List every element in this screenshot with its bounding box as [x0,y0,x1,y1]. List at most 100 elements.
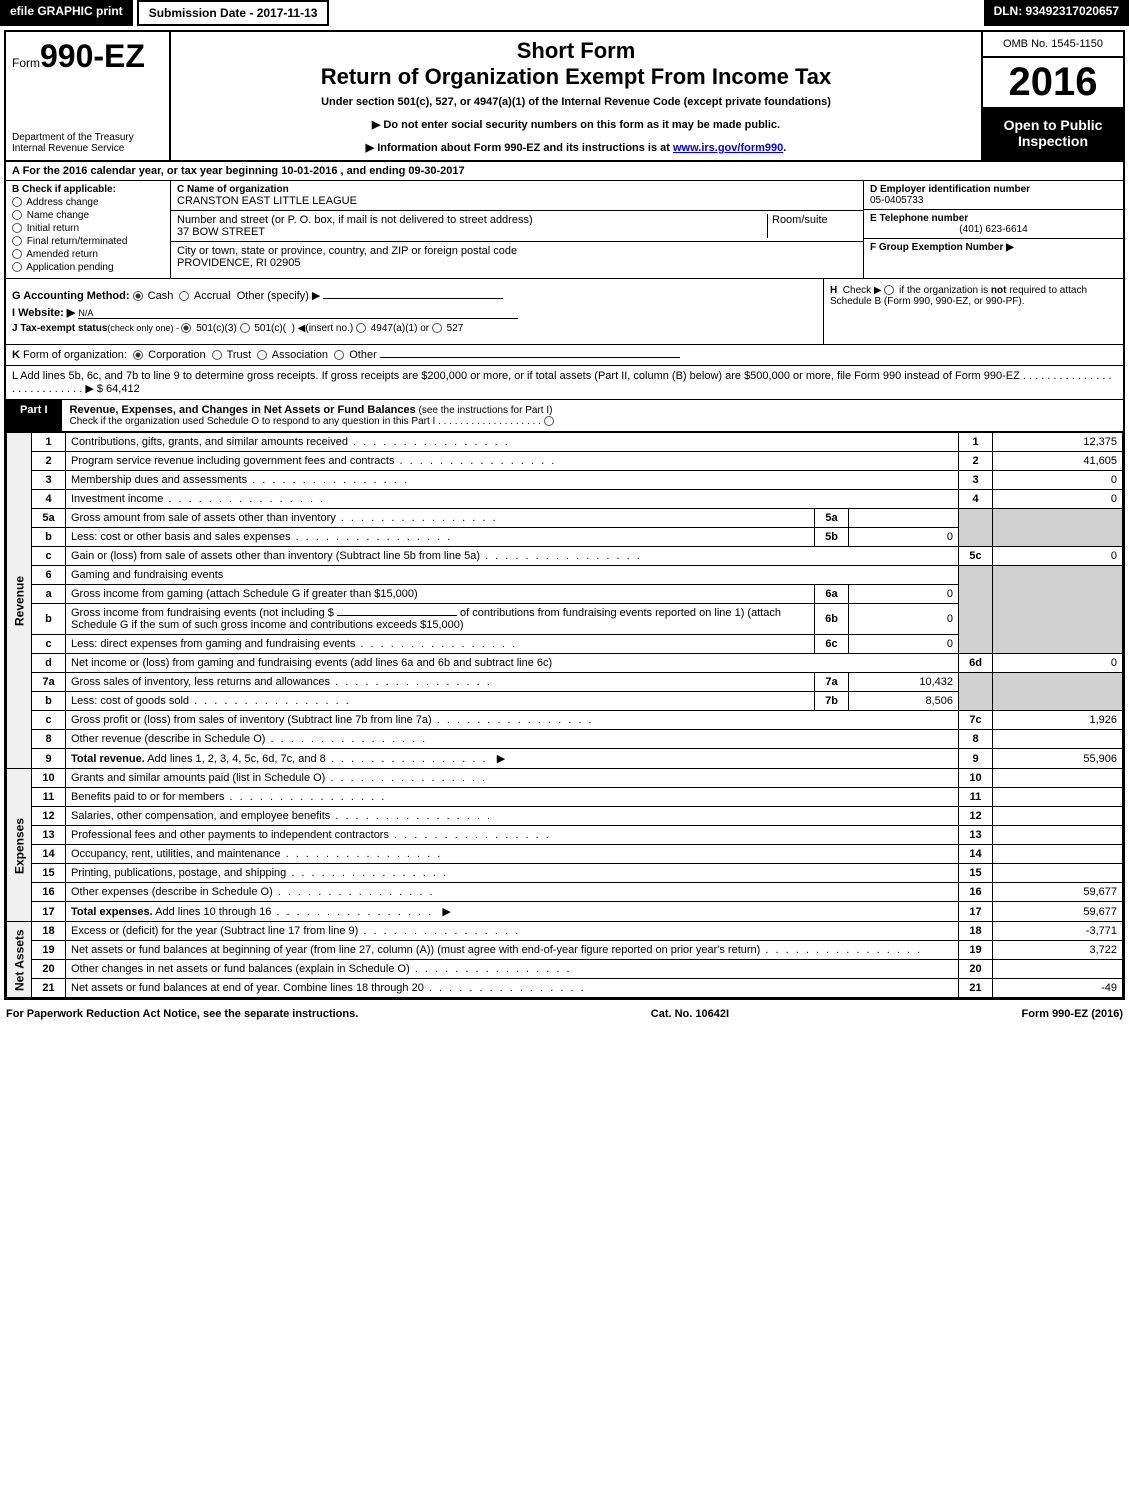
line-6b-blank[interactable] [337,615,457,616]
header-right: OMB No. 1545-1150 2016 Open to Public In… [983,32,1123,160]
line-18-val: -3,771 [993,922,1123,941]
line-11-no: 11 [32,788,66,807]
line-3: 3 Membership dues and assessments 3 0 [7,471,1123,490]
line-6a: a Gross income from gaming (attach Sched… [7,585,1123,604]
line-6c: c Less: direct expenses from gaming and … [7,635,1123,654]
chk-final-return[interactable]: Final return/terminated [12,236,164,247]
g-cash-label: Cash [148,290,174,302]
page-footer: For Paperwork Reduction Act Notice, see … [0,1004,1129,1024]
line-6c-desc: Less: direct expenses from gaming and fu… [71,638,517,650]
line-18: Net Assets 18 Excess or (deficit) for th… [7,922,1123,941]
line-5c-val: 0 [993,547,1123,566]
submission-date-button[interactable]: Submission Date - 2017-11-13 [137,0,330,26]
line-7b-subno: 7b [815,692,849,711]
department-label: Department of the Treasury Internal Reve… [12,132,163,154]
f-group-row: F Group Exemption Number ▶ [864,239,1123,256]
chk-application-pending[interactable]: Application pending [12,262,164,273]
line-13: 13 Professional fees and other payments … [7,826,1123,845]
line-12-no: 12 [32,807,66,826]
part-1-title: Revenue, Expenses, and Changes in Net As… [62,400,564,431]
line-7a-no: 7a [32,673,66,692]
g-accrual-radio[interactable] [179,291,189,301]
irs-link[interactable]: www.irs.gov/form990 [673,142,783,154]
line-19-no: 19 [32,941,66,960]
part-1-check-radio[interactable] [544,416,554,426]
line-6b-subno: 6b [815,604,849,635]
chk-amended-return[interactable]: Amended return [12,249,164,260]
c-room-label: Room/suite [767,214,857,238]
efile-print-button[interactable]: efile GRAPHIC print [0,0,133,26]
part-1-tag: Part I [6,400,62,431]
line-7a: 7a Gross sales of inventory, less return… [7,673,1123,692]
line-5a: 5a Gross amount from sale of assets othe… [7,509,1123,528]
line-12: 12 Salaries, other compensation, and emp… [7,807,1123,826]
line-5c-desc: Gain or (loss) from sale of assets other… [71,550,642,562]
line-6a-subval: 0 [849,585,959,604]
line-6-shade-no [959,566,993,654]
k-assoc-radio[interactable] [257,350,267,360]
row-l-gross-receipts: L Add lines 5b, 6c, and 7b to line 9 to … [6,366,1123,400]
under-section-text: Under section 501(c), 527, or 4947(a)(1)… [183,96,969,108]
h-check-radio[interactable] [884,285,894,295]
form-990ez: Form990-EZ Department of the Treasury In… [4,30,1125,1000]
line-7c-desc: Gross profit or (loss) from sales of inv… [71,714,593,726]
line-19-val: 3,722 [993,941,1123,960]
chk-initial-return[interactable]: Initial return [12,223,164,234]
line-9-val: 55,906 [993,749,1123,769]
line-14-resno: 14 [959,845,993,864]
line-6b-desc1: Gross income from fundraising events (no… [71,607,334,619]
form-header: Form990-EZ Department of the Treasury In… [6,32,1123,162]
line-11-resno: 11 [959,788,993,807]
g-cash-radio[interactable] [133,291,143,301]
line-4-resno: 4 [959,490,993,509]
line-6d-desc: Net income or (loss) from gaming and fun… [66,654,959,673]
line-14-no: 14 [32,845,66,864]
g-label: G Accounting Method: [12,290,130,302]
chk-label-4: Amended return [26,249,98,260]
expenses-side-label: Expenses [7,769,32,922]
line-7a-desc: Gross sales of inventory, less returns a… [71,676,492,688]
k-trust-radio[interactable] [212,350,222,360]
chk-name-change[interactable]: Name change [12,210,164,221]
line-8-desc: Other revenue (describe in Schedule O) [71,733,427,745]
line-8: 8 Other revenue (describe in Schedule O)… [7,730,1123,749]
line-20: 20 Other changes in net assets or fund b… [7,960,1123,979]
footer-left: For Paperwork Reduction Act Notice, see … [6,1008,358,1020]
e-phone-label: E Telephone number [870,213,1117,224]
j-tax-exempt: J Tax-exempt status(check only one) - 50… [12,323,817,334]
c-addr-value: 37 BOW STREET [177,226,767,238]
k-corp-radio[interactable] [133,350,143,360]
footer-right: Form 990-EZ (2016) [1022,1008,1124,1020]
line-6-desc: Gaming and fundraising events [66,566,959,585]
line-18-no: 18 [32,922,66,941]
part-1-check-line: Check if the organization used Schedule … [70,416,556,427]
line-6d: d Net income or (loss) from gaming and f… [7,654,1123,673]
line-13-no: 13 [32,826,66,845]
line-2: 2 Program service revenue including gove… [7,452,1123,471]
line-1-desc: Contributions, gifts, grants, and simila… [71,436,510,448]
line-4-no: 4 [32,490,66,509]
e-phone-value: (401) 623-6614 [870,224,1117,235]
line-10-resno: 10 [959,769,993,788]
j-4947-radio[interactable] [356,323,366,333]
line-16: 16 Other expenses (describe in Schedule … [7,883,1123,902]
j-501c-radio[interactable] [240,323,250,333]
part-1-sub: (see the instructions for Part I) [416,405,553,416]
top-bar: efile GRAPHIC print Submission Date - 20… [0,0,1129,26]
line-5a-desc: Gross amount from sale of assets other t… [71,512,498,524]
g-other-input[interactable] [323,298,503,299]
j-501c3-radio[interactable] [181,323,191,333]
line-6b-desc: Gross income from fundraising events (no… [66,604,815,635]
line-1-val: 12,375 [993,433,1123,452]
k-other-input[interactable] [380,357,680,358]
row-a-mid: , and ending [337,165,408,177]
chk-address-change[interactable]: Address change [12,197,164,208]
k-other-radio[interactable] [334,350,344,360]
line-3-desc: Membership dues and assessments [71,474,409,486]
j-527-radio[interactable] [432,323,442,333]
line-21-val: -49 [993,979,1123,998]
line-7c-val: 1,926 [993,711,1123,730]
row-a-end: 09-30-2017 [408,165,464,177]
line-10-desc: Grants and similar amounts paid (list in… [71,772,487,784]
g-accrual-label: Accrual [194,290,231,302]
